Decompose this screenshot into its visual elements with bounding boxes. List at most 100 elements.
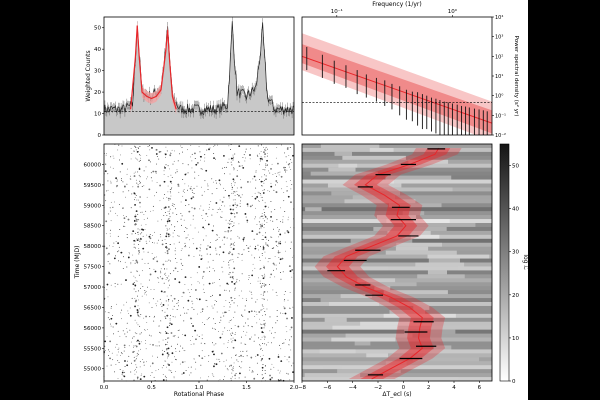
- photon-dot: [107, 317, 109, 319]
- photon-dot: [157, 300, 159, 302]
- photon-dot: [130, 261, 132, 263]
- profile-ytick-label: 10: [94, 112, 101, 118]
- profile-ytick-label: 40: [94, 47, 101, 53]
- photon-dot: [288, 344, 290, 346]
- photon-dot: [115, 177, 118, 180]
- photon-dot: [201, 338, 203, 340]
- photon-dot: [214, 304, 216, 306]
- photon-dot: [141, 211, 143, 213]
- photon-dot: [123, 225, 124, 227]
- heatmap-streak: [397, 377, 459, 381]
- photon-dot: [149, 343, 151, 345]
- photon-dot: [221, 333, 223, 335]
- photon-dot: [138, 251, 140, 253]
- photon-dot: [160, 236, 162, 238]
- photon-dot: [258, 221, 260, 223]
- photon-dot: [204, 228, 206, 230]
- photon-dot: [143, 170, 145, 172]
- photon-dot: [155, 303, 157, 305]
- photon-dot: [216, 253, 218, 255]
- photon-dot: [233, 261, 235, 263]
- photon-dot: [166, 268, 168, 270]
- photon-dot: [208, 355, 210, 357]
- heatmap-streak: [360, 321, 432, 327]
- heatmap-streak: [374, 179, 395, 185]
- photon-dot: [169, 284, 170, 286]
- photon-dot: [117, 283, 119, 285]
- phaseogram-xlabel: Rotational Phase: [174, 391, 225, 398]
- photon-dot: [137, 290, 139, 292]
- photon-dot: [164, 166, 165, 167]
- photon-dot: [238, 253, 240, 255]
- photon-dot: [108, 252, 110, 255]
- photon-dot: [264, 236, 267, 239]
- heatmap-streak: [305, 207, 322, 212]
- photon-dot: [184, 350, 186, 352]
- photon-dot: [137, 184, 139, 186]
- photon-dot: [264, 285, 265, 287]
- heatmap-streak: [338, 163, 358, 169]
- photon-dot: [174, 316, 176, 318]
- photon-dot: [155, 170, 157, 173]
- photon-dot: [174, 356, 175, 358]
- photon-dot: [154, 231, 155, 233]
- heatmap-streak: [380, 187, 453, 192]
- photon-dot: [166, 308, 168, 310]
- photon-dot: [198, 146, 200, 148]
- photon-dot: [128, 355, 130, 357]
- photon-dot: [278, 257, 280, 258]
- photon-dot: [223, 260, 225, 262]
- photon-dot: [133, 379, 135, 381]
- photon-dot: [230, 335, 232, 336]
- photon-dot: [291, 365, 293, 367]
- photon-dot: [161, 208, 162, 210]
- photon-dot: [186, 228, 188, 230]
- photon-dot: [117, 149, 119, 151]
- photon-dot: [240, 342, 242, 344]
- photon-dot: [289, 162, 291, 164]
- photon-dot: [167, 341, 169, 343]
- photon-dot: [181, 373, 183, 375]
- photon-dot: [277, 162, 279, 165]
- photon-dot: [199, 246, 201, 248]
- photon-dot: [214, 144, 216, 146]
- photon-dot: [246, 350, 248, 352]
- photon-dot: [212, 259, 214, 261]
- photon-dot: [187, 299, 190, 302]
- photon-dot: [121, 378, 123, 380]
- heatmap-row: [302, 171, 492, 177]
- photon-dot: [200, 377, 201, 379]
- photon-dot: [286, 186, 288, 187]
- photon-dot: [110, 306, 112, 307]
- photon-dot: [228, 302, 230, 303]
- photon-dot: [140, 332, 142, 334]
- photon-dot: [255, 311, 257, 313]
- photon-dot: [237, 361, 239, 363]
- photon-dot: [237, 253, 239, 255]
- photon-dot: [242, 240, 244, 242]
- photon-dot: [236, 204, 239, 207]
- heatmap-streak: [331, 337, 396, 343]
- photon-dot: [217, 144, 218, 146]
- photon-dot: [256, 224, 258, 225]
- photon-dot: [260, 293, 262, 295]
- psd-model-line: [302, 55, 492, 124]
- photon-dot: [153, 268, 155, 270]
- photon-dot: [223, 305, 225, 307]
- photon-dot: [171, 182, 173, 184]
- photon-dot: [146, 294, 148, 296]
- photon-dot: [257, 244, 259, 246]
- photon-dot: [270, 201, 272, 203]
- photon-dot: [176, 302, 178, 304]
- photon-dot: [166, 250, 169, 252]
- heatmap-streak: [350, 238, 413, 244]
- photon-dot: [116, 181, 118, 183]
- photon-dot: [136, 199, 138, 201]
- photon-dot: [150, 335, 152, 337]
- photon-dot: [122, 369, 124, 371]
- photon-dot: [121, 179, 122, 181]
- photon-dot: [260, 347, 262, 349]
- photon-dot: [127, 218, 130, 221]
- photon-dot: [136, 309, 139, 311]
- photon-dot: [191, 189, 193, 191]
